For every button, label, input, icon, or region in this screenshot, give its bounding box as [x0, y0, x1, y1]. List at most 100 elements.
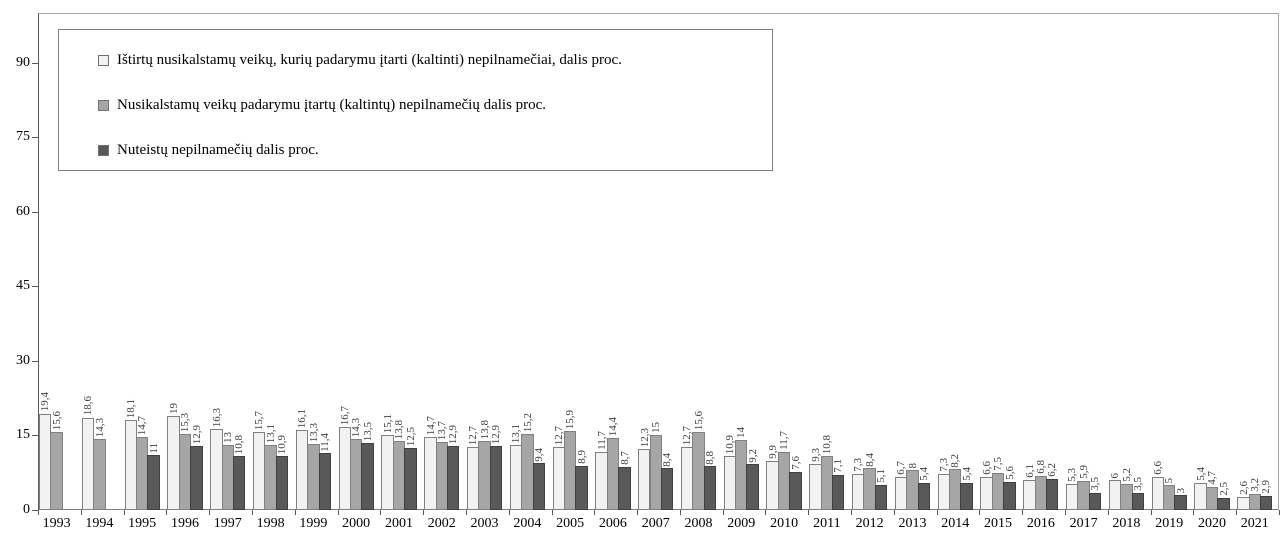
- bar-value-label: 14: [735, 427, 748, 439]
- bar-value-label: 13,5: [361, 421, 374, 441]
- x-axis-label: 2016: [1026, 516, 1055, 531]
- bar: [446, 445, 460, 510]
- bar-value-label: 7,5: [992, 456, 1005, 471]
- bar: [361, 442, 374, 510]
- x-axis-tick: [508, 510, 510, 515]
- y-axis-tick: [32, 435, 38, 437]
- x-axis-tick: [851, 510, 853, 515]
- bar: [1260, 495, 1273, 510]
- x-axis-tick: [893, 510, 895, 515]
- bar-value-label: 15,6: [692, 411, 705, 431]
- bar-value-label: 14,4: [607, 417, 620, 437]
- y-axis-tick: [32, 510, 38, 511]
- legend-item-nuteistu: Nuteistų nepilnamečių dalis proc.: [98, 141, 319, 159]
- bar-value-label: 3,5: [1089, 476, 1102, 491]
- bar-value-label: 6: [1109, 472, 1122, 479]
- bar-value-label: 2,6: [1237, 481, 1250, 496]
- x-axis-label: 2005: [556, 516, 585, 531]
- x-axis-label: 1997: [213, 516, 242, 531]
- bar-value-label: 14,3: [93, 417, 106, 437]
- bar-value-label: 14,3: [350, 417, 363, 437]
- bar-value-label: 15,6: [50, 411, 63, 431]
- y-axis-label: 60: [16, 203, 30, 219]
- bar: [746, 464, 759, 510]
- bar: [1131, 492, 1145, 510]
- x-axis-label: 2002: [427, 516, 456, 531]
- bar-value-label: 5,1: [875, 468, 888, 483]
- bar-value-label: 11: [147, 442, 160, 454]
- bar: [93, 438, 106, 510]
- bar: [318, 453, 331, 510]
- y-axis-tick: [32, 360, 38, 362]
- bar: [489, 445, 503, 510]
- x-axis-tick: [679, 510, 681, 515]
- legend-item-itartu: Nusikalstamų veikų padarymu įtartų (kalt…: [98, 96, 546, 114]
- x-axis-label: 2009: [727, 516, 756, 531]
- x-axis-label: 1999: [299, 516, 328, 531]
- x-axis-tick: [1279, 510, 1280, 515]
- legend-item-istirtu: Ištirtų nusikalstamų veikų, kurių padary…: [98, 51, 622, 69]
- bar-value-label: 5,3: [1066, 467, 1079, 482]
- bar-value-label: 10,9: [276, 434, 289, 454]
- bar-value-label: 6,6: [1152, 461, 1165, 476]
- bar-value-label: 12,5: [404, 426, 417, 446]
- x-axis-tick: [209, 510, 211, 515]
- bar-value-label: 15,3: [179, 412, 192, 432]
- bar: [1046, 479, 1059, 510]
- bar-value-label: 8,9: [575, 450, 588, 464]
- bar: [1217, 497, 1230, 510]
- x-axis-label: 2020: [1198, 516, 1226, 531]
- bar: [960, 483, 973, 510]
- x-axis-tick: [380, 510, 382, 515]
- x-axis-label: 1996: [170, 516, 199, 531]
- x-axis-tick: [979, 510, 981, 515]
- bar: [190, 445, 203, 510]
- bar-value-label: 16,1: [296, 408, 309, 428]
- bar-value-label: 5,6: [1003, 466, 1016, 481]
- bar-value-label: 8: [906, 462, 919, 469]
- x-axis-label: 2004: [513, 516, 542, 531]
- x-axis-label: 2021: [1240, 516, 1269, 531]
- bar: [618, 466, 631, 510]
- bar-value-label: 11,4: [318, 432, 331, 452]
- legend-swatch-medium-icon: [98, 99, 109, 111]
- bar-value-label: 8,7: [618, 451, 631, 465]
- x-axis-label: 2018: [1112, 516, 1141, 531]
- x-axis-tick: [722, 510, 724, 515]
- y-axis-label: 90: [16, 54, 30, 70]
- bar-value-label: 4,7: [1206, 470, 1219, 485]
- bar-value-label: 19,4: [39, 392, 52, 412]
- x-axis-tick: [337, 510, 339, 515]
- legend-label: Nuteistų nepilnamečių dalis proc.: [117, 141, 319, 158]
- bar: [917, 483, 931, 510]
- y-axis-label: 0: [23, 502, 30, 517]
- x-axis-tick: [294, 510, 296, 515]
- x-axis-tick: [808, 510, 810, 515]
- bar: [789, 472, 802, 510]
- bar-value-label: 15: [649, 422, 662, 434]
- bar-value-label: 5,4: [918, 467, 931, 482]
- x-axis-tick: [551, 510, 553, 515]
- legend-swatch-dark-icon: [98, 144, 109, 156]
- legend: Ištirtų nusikalstamų veikų, kurių padary…: [58, 29, 773, 171]
- bar: [1088, 492, 1102, 510]
- x-axis-label: 2006: [598, 516, 627, 531]
- legend-label: Ištirtų nusikalstamų veikų, kurių padary…: [117, 51, 622, 68]
- x-axis-tick: [1236, 510, 1238, 515]
- bar-value-label: 9,4: [532, 447, 545, 462]
- bar: [147, 455, 160, 510]
- bar: [232, 456, 246, 510]
- bar-value-label: 5,2: [1120, 468, 1133, 483]
- x-axis-tick: [465, 510, 467, 515]
- y-axis-label: 15: [16, 427, 30, 443]
- legend-swatch-light-icon: [98, 54, 109, 66]
- x-axis-label: 2014: [941, 516, 970, 531]
- bar-value-label: 15,9: [564, 409, 577, 429]
- bar-value-label: 8,4: [661, 452, 674, 467]
- bar-value-label: 8,4: [863, 452, 876, 467]
- x-axis-label: 2001: [384, 516, 413, 531]
- bar-value-label: 15,2: [521, 413, 534, 433]
- x-axis-label: 2010: [770, 516, 799, 531]
- x-axis-label: 1994: [85, 516, 114, 531]
- x-axis-tick: [166, 510, 168, 515]
